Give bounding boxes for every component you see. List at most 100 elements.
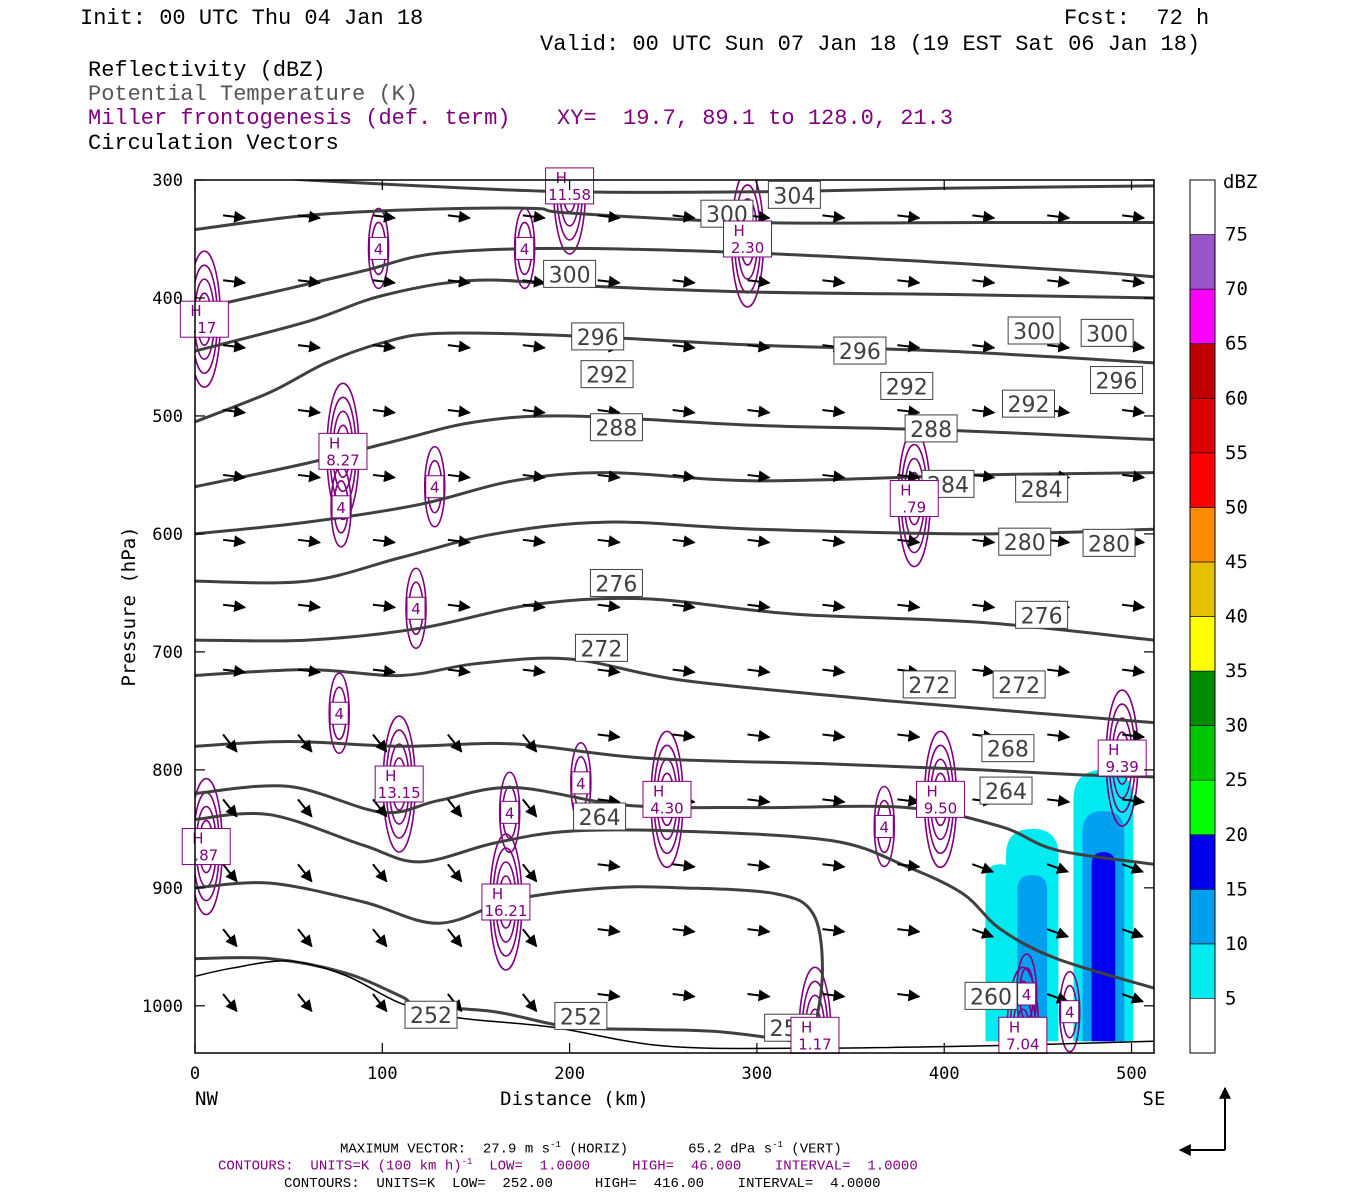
- frontogenesis-label-h: H: [801, 1018, 812, 1036]
- circulation-vector-81: [672, 405, 696, 418]
- circulation-vector-78: [672, 210, 696, 223]
- theta-label-box: [554, 1001, 608, 1030]
- theta-label-11: 288: [589, 413, 643, 442]
- circulation-vector-71: [597, 600, 621, 613]
- circulation-vector-110: [822, 600, 846, 613]
- circulation-vector-89: [672, 924, 696, 937]
- circulation-vector-157: [1122, 275, 1146, 288]
- circulation-vector-44: [447, 535, 471, 548]
- frontogenesis-label-2: 4: [369, 236, 389, 260]
- circulation-vector-85: [672, 664, 696, 677]
- x-endpoint-left-label: NW: [195, 1088, 218, 1110]
- frontogenesis-label-box: [500, 800, 520, 824]
- frontogenesis-label-h: H: [900, 482, 911, 500]
- theta-label-15: 280: [998, 527, 1052, 556]
- contour-info-fg-b: LOW= 1.0000 HIGH= 46.000 INTERVAL= 1.000…: [472, 1158, 918, 1175]
- circulation-vector-66: [597, 275, 621, 288]
- theta-label-19: 272: [574, 633, 628, 662]
- circulation-vector-60: [521, 733, 538, 753]
- circulation-vector-128: [897, 924, 921, 937]
- theta-contour-276-7: [195, 520, 1154, 585]
- frontogenesis-label-h: H: [492, 885, 503, 903]
- frontogenesis-label-8: H.79: [889, 480, 939, 518]
- circulation-vector-135: [972, 535, 996, 548]
- circulation-vector-53: [522, 275, 546, 288]
- circulation-vector-116: [822, 989, 846, 1002]
- theta-label-0: 304: [767, 180, 821, 209]
- circulation-vector-166: [1121, 862, 1144, 874]
- circulation-vector-42: [447, 405, 471, 418]
- circulation-vector-108: [822, 470, 846, 483]
- circulation-vector-65: [597, 210, 621, 223]
- circulation-vector-83: [672, 535, 696, 548]
- circulation-vector-16: [297, 405, 322, 418]
- frontogenesis-label-4: H.17: [179, 300, 229, 338]
- theta-label-22: 268: [981, 734, 1035, 763]
- plot-frame: [194, 179, 1155, 1054]
- theta-contour-264-10: [195, 740, 1154, 779]
- circulation-vector-39: [447, 210, 471, 223]
- circulation-vector-92: [747, 275, 771, 288]
- y-tick-label-700: 700: [152, 643, 183, 663]
- theta-contour-296-2: [195, 246, 1154, 312]
- theta-label-text: 252: [560, 1005, 602, 1030]
- theta-contour-248-14: [195, 956, 795, 1043]
- circulation-vector-145: [1047, 340, 1071, 353]
- circulation-vector-54: [522, 340, 546, 353]
- frontogenesis-label-value: 4: [334, 705, 344, 723]
- colorbar-label-65: 65: [1225, 333, 1248, 355]
- frontogenesis-label-box: [425, 475, 445, 499]
- cross-section-endpoints: XY= 19.7, 89.1 to 128.0, 21.3: [557, 106, 954, 131]
- circulation-vector-111: [822, 664, 846, 677]
- frontogenesis-label-3: 4: [515, 236, 535, 260]
- frontogenesis-label-12: 4: [571, 771, 591, 795]
- circulation-vector-14: [297, 275, 322, 288]
- circulation-vector-97: [747, 600, 771, 613]
- y-tick-label-1000: 1000: [142, 997, 183, 1017]
- circulation-vector-76: [597, 924, 621, 937]
- frontogenesis-label-9: 4: [406, 596, 426, 620]
- circulation-vector-61: [521, 798, 538, 818]
- theta-label-23: 264: [573, 802, 627, 831]
- theta-label-28: 252: [554, 1001, 608, 1030]
- circulation-vector-168: [1121, 992, 1144, 1004]
- reflectivity-cell-0-level-15: [1091, 852, 1116, 1042]
- frontogenesis-label-11: H13.15: [374, 765, 424, 803]
- circulation-vector-57: [522, 535, 546, 548]
- frontogenesis-label-h: H: [653, 782, 664, 800]
- frontogenesis-label-value: 2.30: [731, 239, 764, 257]
- frontogenesis-label-box: [181, 828, 231, 866]
- colorbar-label-45: 45: [1225, 551, 1248, 573]
- circulation-vector-122: [897, 535, 921, 548]
- frontogenesis-label-box: [571, 771, 591, 795]
- circulation-vector-82: [672, 470, 696, 483]
- circulation-vector-130: [972, 210, 996, 223]
- frontogenesis-contour-21-2: [1058, 970, 1081, 1053]
- circulation-vector-95: [747, 470, 771, 483]
- colorbar-label-55: 55: [1225, 442, 1248, 464]
- circulation-vector-102: [747, 924, 771, 937]
- theta-label-box: [580, 360, 634, 389]
- frontogenesis-label-box: [1017, 982, 1037, 1006]
- circulation-vector-118: [897, 275, 921, 288]
- theta-contour-268-9: [195, 656, 1154, 725]
- theta-label-text: 288: [910, 418, 952, 443]
- colorbar-label-35: 35: [1225, 660, 1248, 682]
- circulation-vector-117: [897, 210, 921, 223]
- circulation-vector-153: [1046, 862, 1070, 874]
- colorbar-swatch-55: [1189, 397, 1216, 454]
- colorbar-label-5: 5: [1225, 987, 1236, 1009]
- frontogenesis-label-value: 11.58: [548, 186, 591, 204]
- theta-label-2: 300: [543, 259, 597, 288]
- contour-info-fg-sup: -1: [461, 1157, 473, 1167]
- circulation-vector-121: [897, 470, 921, 483]
- theta-label-box: [981, 734, 1035, 763]
- frontogenesis-label-box: [329, 701, 349, 725]
- theta-label-box: [589, 568, 643, 597]
- frontogenesis-label-value: 4: [520, 240, 530, 258]
- theta-label-text: 276: [1021, 604, 1063, 629]
- frontogenesis-label-value: 4: [430, 479, 440, 497]
- circulation-vector-136: [972, 600, 996, 613]
- theta-label-16: 280: [1082, 528, 1136, 557]
- x-tick-label-0: 0: [190, 1064, 200, 1084]
